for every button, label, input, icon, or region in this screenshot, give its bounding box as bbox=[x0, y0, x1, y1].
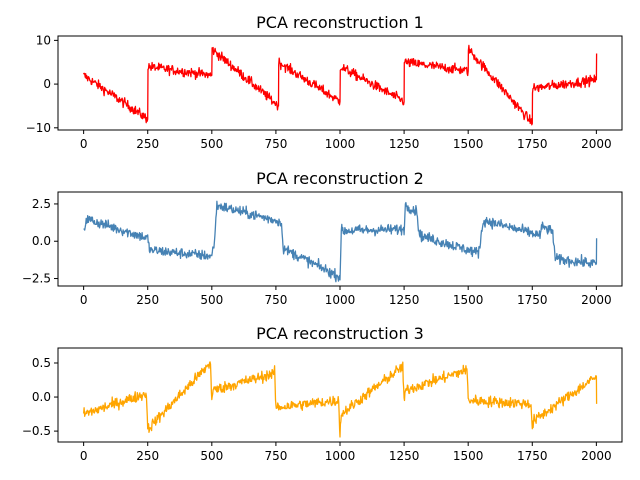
x-tick-label: 0 bbox=[80, 293, 88, 307]
x-tick-label: 2000 bbox=[581, 449, 612, 463]
x-tick-label: 1000 bbox=[325, 137, 356, 151]
x-tick-label: 1250 bbox=[389, 449, 420, 463]
series-line bbox=[83, 44, 598, 126]
x-tick-label: 500 bbox=[200, 137, 223, 151]
x-tick-label: 1000 bbox=[325, 293, 356, 307]
y-tick-label: 0 bbox=[43, 77, 51, 91]
y-tick-label: 2.5 bbox=[32, 197, 51, 211]
panel-1-frame bbox=[57, 35, 623, 131]
y-tick-label: 10 bbox=[36, 33, 51, 47]
y-tick-label: 0.0 bbox=[32, 234, 51, 248]
panel-3: PCA reconstruction 3 0 250 500 750 1000 1250 1… bbox=[22, 324, 623, 463]
x-tick-label: 2000 bbox=[581, 293, 612, 307]
x-tick-label: 1500 bbox=[453, 137, 484, 151]
x-tick-label: 2000 bbox=[581, 137, 612, 151]
x-tick-label: 1250 bbox=[389, 137, 420, 151]
x-tick-label: 1500 bbox=[453, 449, 484, 463]
panel-1: PCA reconstruction 1 0 250 500 750 1000 1250 1… bbox=[26, 13, 623, 151]
x-tick-label: 1250 bbox=[389, 293, 420, 307]
y-tick-label: −10 bbox=[26, 121, 51, 135]
x-tick-label: 0 bbox=[80, 137, 88, 151]
x-tick-label: 250 bbox=[136, 293, 159, 307]
x-tick-label: 250 bbox=[136, 449, 159, 463]
panel-3-frame bbox=[57, 347, 623, 443]
x-tick-label: 1750 bbox=[517, 293, 548, 307]
x-tick-label: 750 bbox=[264, 137, 287, 151]
panel-1-ticks: 0 250 500 750 1000 1250 1500 1750 2000 −10 0 10 bbox=[26, 33, 612, 151]
x-tick-label: 1000 bbox=[325, 449, 356, 463]
x-tick-label: 1750 bbox=[517, 137, 548, 151]
y-tick-label: 0.0 bbox=[32, 390, 51, 404]
x-tick-label: 0 bbox=[80, 449, 88, 463]
panel-2-ticks: 0 250 500 750 1000 1250 1500 1750 2000 −2.5 0.0 2.5 bbox=[22, 197, 612, 307]
x-tick-label: 750 bbox=[264, 293, 287, 307]
y-tick-label: 0.5 bbox=[32, 356, 51, 370]
panel-3-title: PCA reconstruction 3 bbox=[256, 324, 424, 343]
x-tick-label: 1500 bbox=[453, 293, 484, 307]
x-tick-label: 500 bbox=[200, 449, 223, 463]
panel-1-plot bbox=[83, 44, 598, 126]
y-tick-label: −0.5 bbox=[22, 424, 51, 438]
x-tick-label: 750 bbox=[264, 449, 287, 463]
x-tick-label: 500 bbox=[200, 293, 223, 307]
x-tick-label: 1750 bbox=[517, 449, 548, 463]
x-tick-label: 250 bbox=[136, 137, 159, 151]
panel-2-plot bbox=[83, 200, 598, 283]
series-line bbox=[83, 200, 598, 283]
panel-2-frame bbox=[57, 191, 623, 287]
panel-3-plot bbox=[82, 361, 598, 438]
panel-2-title: PCA reconstruction 2 bbox=[256, 169, 424, 188]
panel-2: PCA reconstruction 2 0 250 500 750 1000 1250 1… bbox=[22, 169, 623, 307]
panel-1-title: PCA reconstruction 1 bbox=[256, 13, 424, 32]
y-tick-label: −2.5 bbox=[22, 272, 51, 286]
panel-3-ticks: 0 250 500 750 1000 1250 1500 1750 2000 −0.5 0.0 0.5 bbox=[22, 356, 612, 463]
series-line bbox=[82, 361, 598, 438]
